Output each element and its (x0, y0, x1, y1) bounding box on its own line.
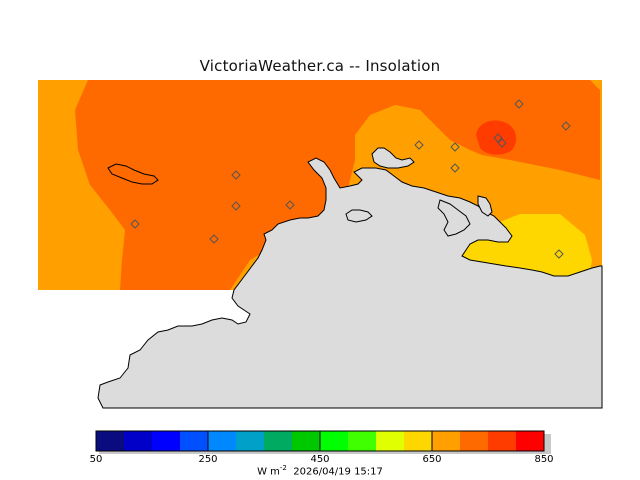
station-marker[interactable] (493, 133, 503, 143)
station-marker[interactable] (514, 99, 524, 109)
colorbar-swatch (348, 431, 376, 451)
station-marker[interactable] (231, 170, 241, 180)
lake-outline (107, 163, 159, 185)
colorbar-swatch (124, 431, 152, 451)
map-title: VictoriaWeather.ca -- Insolation (199, 57, 441, 75)
station-marker[interactable] (414, 140, 424, 150)
colorbar-swatch (292, 431, 320, 451)
station-marker[interactable] (450, 142, 460, 152)
land-mass (97, 157, 603, 409)
station-markers (130, 99, 571, 259)
station-marker[interactable] (285, 200, 295, 210)
colorbar-swatch (264, 431, 292, 451)
unit-label: W m (257, 466, 280, 478)
station-marker[interactable] (209, 234, 219, 244)
colorbar-tick-label: 650 (422, 454, 442, 465)
colorbar-swatch (432, 431, 460, 451)
colorbar-swatch (236, 431, 264, 451)
colorbar-swatch (516, 431, 544, 451)
station-marker[interactable] (554, 249, 564, 259)
colorbar-tick-label: 50 (89, 454, 103, 465)
saanich-arm (437, 199, 471, 237)
colorbar-swatch (404, 431, 432, 451)
colorbar-swatches (96, 431, 544, 451)
station-marker[interactable] (231, 201, 241, 211)
station-marker[interactable] (450, 163, 460, 173)
colorbar-swatch (180, 431, 208, 451)
colorbar-swatch (152, 431, 180, 451)
colorbar-swatch (320, 431, 348, 451)
colorbar-tick-label: 850 (534, 454, 554, 465)
station-marker[interactable] (130, 219, 140, 229)
colorbar-tick-label: 250 (198, 454, 218, 465)
timestamp: 2026/04/19 15:17 (293, 466, 383, 478)
station-marker[interactable] (561, 121, 571, 131)
colorbar-swatch (488, 431, 516, 451)
gulf-island (477, 195, 493, 217)
footer: W m-2 2026/04/19 15:17 (0, 464, 640, 477)
colorbar-tick-label: 450 (310, 454, 330, 465)
colorbar-swatch (376, 431, 404, 451)
colorbar-dividers (207, 431, 433, 451)
band-750-800 (476, 120, 517, 155)
station-marker[interactable] (497, 138, 507, 148)
inlet-north (371, 147, 415, 169)
inlet-island (345, 209, 373, 223)
unit-exponent: -2 (279, 464, 287, 472)
colorbar-swatch (460, 431, 488, 451)
colorbar-swatch (96, 431, 124, 451)
colorbar-swatch (208, 431, 236, 451)
